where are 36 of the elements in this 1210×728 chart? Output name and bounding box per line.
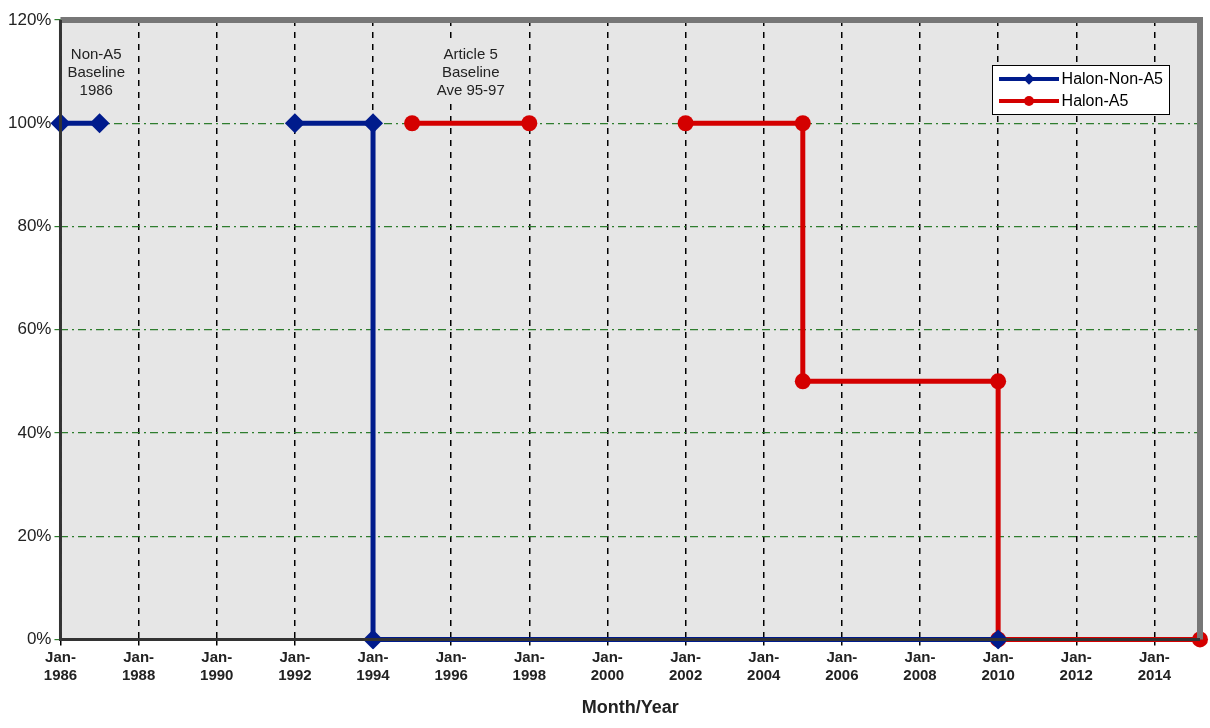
point xyxy=(794,115,811,132)
point xyxy=(284,113,305,134)
y-tick-label: 120% xyxy=(8,9,52,29)
point xyxy=(990,373,1007,390)
legend-label: Halon-Non-A5 xyxy=(1061,70,1163,88)
x-tick-label: Jan-2000 xyxy=(590,647,625,683)
y-tick-label: 40% xyxy=(17,422,52,442)
x-tick-label: Jan-2008 xyxy=(903,647,937,683)
x-tick-label: Jan-1986 xyxy=(43,647,78,683)
y-tick-label: 100% xyxy=(8,112,52,132)
x-tick-label: Jan-1998 xyxy=(512,647,546,683)
x-tick-label: Jan-2012 xyxy=(1059,647,1093,683)
point xyxy=(404,115,421,132)
y-tick-label: 80% xyxy=(17,216,52,236)
x-tick-label: Jan-1996 xyxy=(434,647,468,683)
x-tick-label: Jan-1990 xyxy=(200,647,234,683)
point xyxy=(363,113,384,134)
x-tick-label: Jan-1988 xyxy=(121,647,156,683)
x-tick-label: Jan-2006 xyxy=(825,647,859,683)
annotation: Non-A5 Baseline 1986 xyxy=(67,44,126,98)
x-axis-title: Month/Year xyxy=(581,697,679,718)
point xyxy=(89,113,110,134)
point xyxy=(794,373,811,390)
point xyxy=(677,115,694,132)
y-tick-label: 0% xyxy=(26,629,52,649)
x-tick-label: Jan-1994 xyxy=(356,647,391,683)
annotation: Article 5 Baseline Ave 95-97 xyxy=(436,44,505,98)
x-tick-label: Jan-2010 xyxy=(981,647,1015,683)
point xyxy=(521,115,538,132)
y-tick-label: 60% xyxy=(17,319,52,339)
x-tick-label: Jan-1992 xyxy=(278,647,312,683)
x-tick-label: Jan-2002 xyxy=(668,647,703,683)
x-tick-label: Jan-2004 xyxy=(747,647,782,683)
x-tick-label: Jan-2014 xyxy=(1137,647,1172,683)
legend-label: Halon-A5 xyxy=(1061,92,1129,110)
y-tick-label: 20% xyxy=(17,525,52,545)
